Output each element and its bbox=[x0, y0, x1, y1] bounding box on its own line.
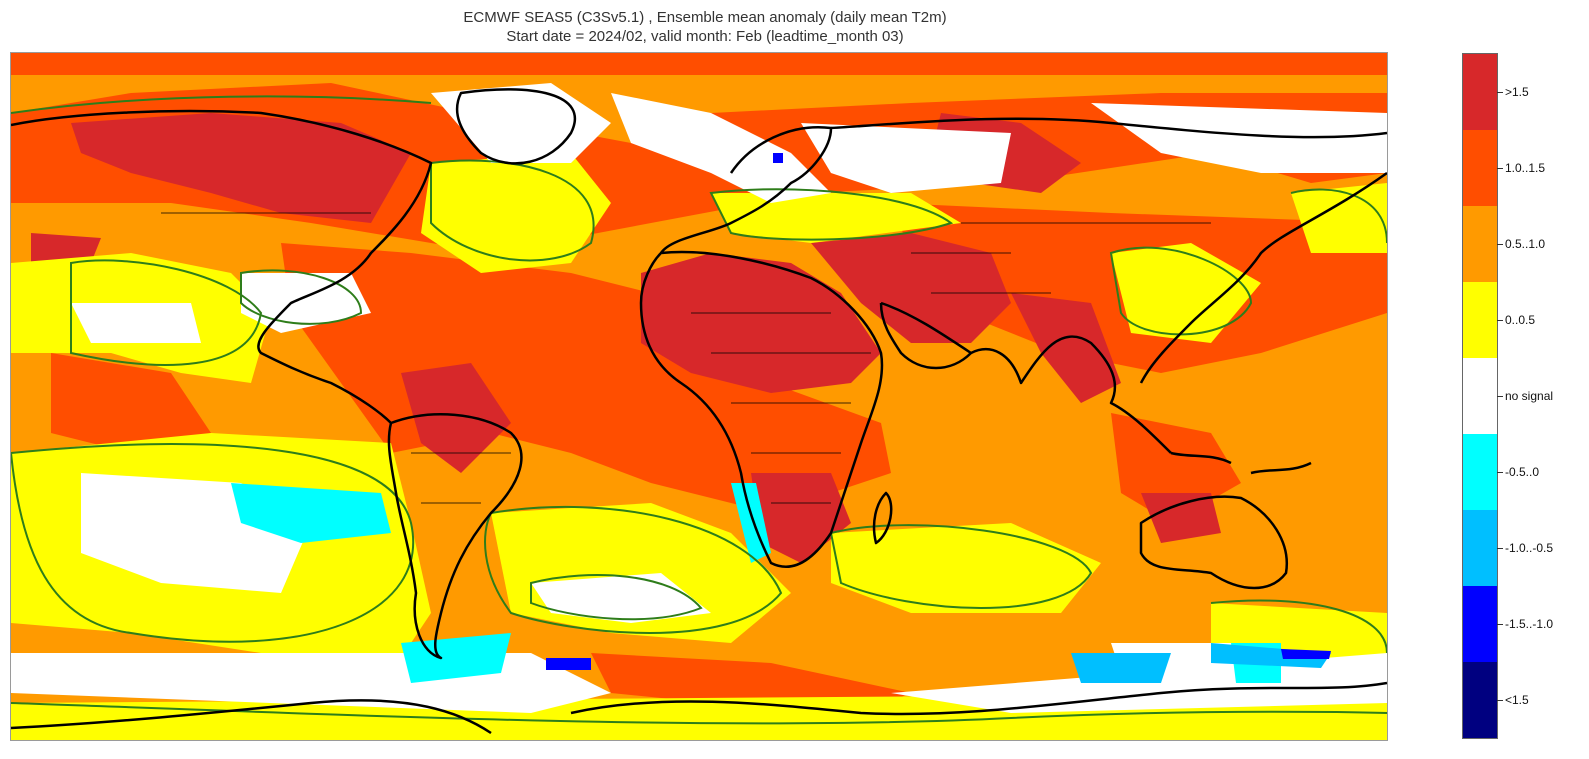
anomaly-negative bbox=[231, 153, 1331, 683]
legend-tick bbox=[1497, 472, 1503, 473]
legend-label: -1.0..-0.5 bbox=[1505, 541, 1554, 555]
legend-swatch bbox=[1463, 358, 1497, 434]
legend-label: 0..0.5 bbox=[1505, 313, 1536, 327]
legend-label: -0.5..0 bbox=[1505, 465, 1540, 479]
legend-tick bbox=[1497, 700, 1503, 701]
legend-label: >1.5 bbox=[1505, 85, 1529, 99]
legend-swatch bbox=[1463, 54, 1497, 130]
legend-tick bbox=[1497, 168, 1503, 169]
legend-label: no signal bbox=[1505, 389, 1554, 403]
world-map bbox=[10, 52, 1388, 741]
legend-swatch bbox=[1463, 434, 1497, 510]
legend-label: -1.5..-1.0 bbox=[1505, 617, 1554, 631]
legend-swatch bbox=[1463, 662, 1497, 738]
legend-swatch bbox=[1463, 282, 1497, 358]
legend-swatch bbox=[1463, 130, 1497, 206]
legend-label: 1.0..1.5 bbox=[1505, 161, 1546, 175]
legend-tick bbox=[1497, 244, 1503, 245]
legend-tick bbox=[1497, 548, 1503, 549]
chart-title-line1: ECMWF SEAS5 (C3Sv5.1) , Ensemble mean an… bbox=[463, 9, 947, 26]
coastlines bbox=[11, 88, 1387, 735]
legend-label: 0.5..1.0 bbox=[1505, 237, 1546, 251]
chart-title-line2: Start date = 2024/02, valid month: Feb (… bbox=[506, 28, 904, 45]
legend-label: <1.5 bbox=[1505, 693, 1529, 707]
legend-tick bbox=[1497, 396, 1503, 397]
legend-swatch bbox=[1463, 206, 1497, 282]
legend-colorbar: >1.5 1.0..1.5 0.5..1.0 0..0.5 no signal -0.5.… bbox=[1462, 53, 1553, 739]
legend-tick bbox=[1497, 92, 1503, 93]
legend-tick bbox=[1497, 320, 1503, 321]
country-borders bbox=[161, 212, 1211, 504]
legend-tick bbox=[1497, 624, 1503, 625]
legend-swatch bbox=[1463, 510, 1497, 586]
legend-swatch bbox=[1463, 586, 1497, 662]
